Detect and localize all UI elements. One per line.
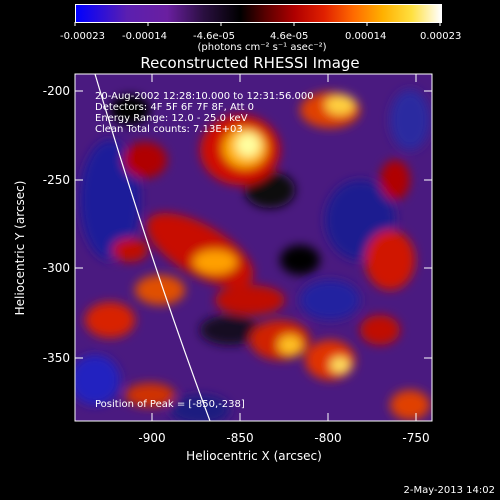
annotation-energy: Energy Range: 12.0 - 25.0 keV — [95, 113, 248, 124]
colorbar-tick-0: -0.00023 — [60, 31, 105, 42]
colorbar — [75, 4, 442, 23]
x-tick-label-0: -900 — [138, 431, 165, 445]
colorbar-tick-4: 0.00014 — [345, 31, 386, 42]
x-tick-label-2: -800 — [314, 431, 341, 445]
x-tick-label-1: -850 — [226, 431, 253, 445]
peak-position-label: Position of Peak = [-850,-238] — [95, 399, 245, 410]
colorbar-tick-2: -4.6e-05 — [193, 31, 235, 42]
axis-ticks — [75, 74, 432, 421]
annotation-detectors: Detectors: 4F 5F 6F 7F 8F, Att 0 — [95, 102, 254, 113]
y-tick-label-2: -300 — [43, 261, 70, 275]
x-axis-label: Heliocentric X (arcsec) — [186, 449, 322, 463]
heatmap-image — [75, 74, 432, 421]
plot-frame — [74, 73, 433, 422]
colorbar-units: (photons cm⁻² s⁻¹ asec⁻²) — [197, 42, 326, 53]
solar-limb-line — [94, 74, 211, 421]
colorbar-tick-5: 0.00023 — [420, 31, 461, 42]
colorbar-ticks — [74, 22, 441, 26]
y-tick-label-1: -250 — [43, 173, 70, 187]
colorbar-tick-1: -0.00014 — [122, 31, 167, 42]
chart-title: Reconstructed RHESSI Image — [140, 54, 359, 72]
colorbar-tick-3: 4.6e-05 — [270, 31, 308, 42]
annotation-clean: Clean Total counts: 7.13E+03 — [95, 124, 243, 135]
y-tick-label-0: -200 — [43, 84, 70, 98]
annotation-time: 20-Aug-2002 12:28:10.000 to 12:31:56.000 — [95, 91, 314, 102]
timestamp: 2-May-2013 14:02 — [403, 485, 495, 496]
y-tick-label-3: -350 — [43, 351, 70, 365]
y-axis-label: Heliocentric Y (arcsec) — [13, 181, 27, 316]
x-tick-label-3: -750 — [402, 431, 429, 445]
